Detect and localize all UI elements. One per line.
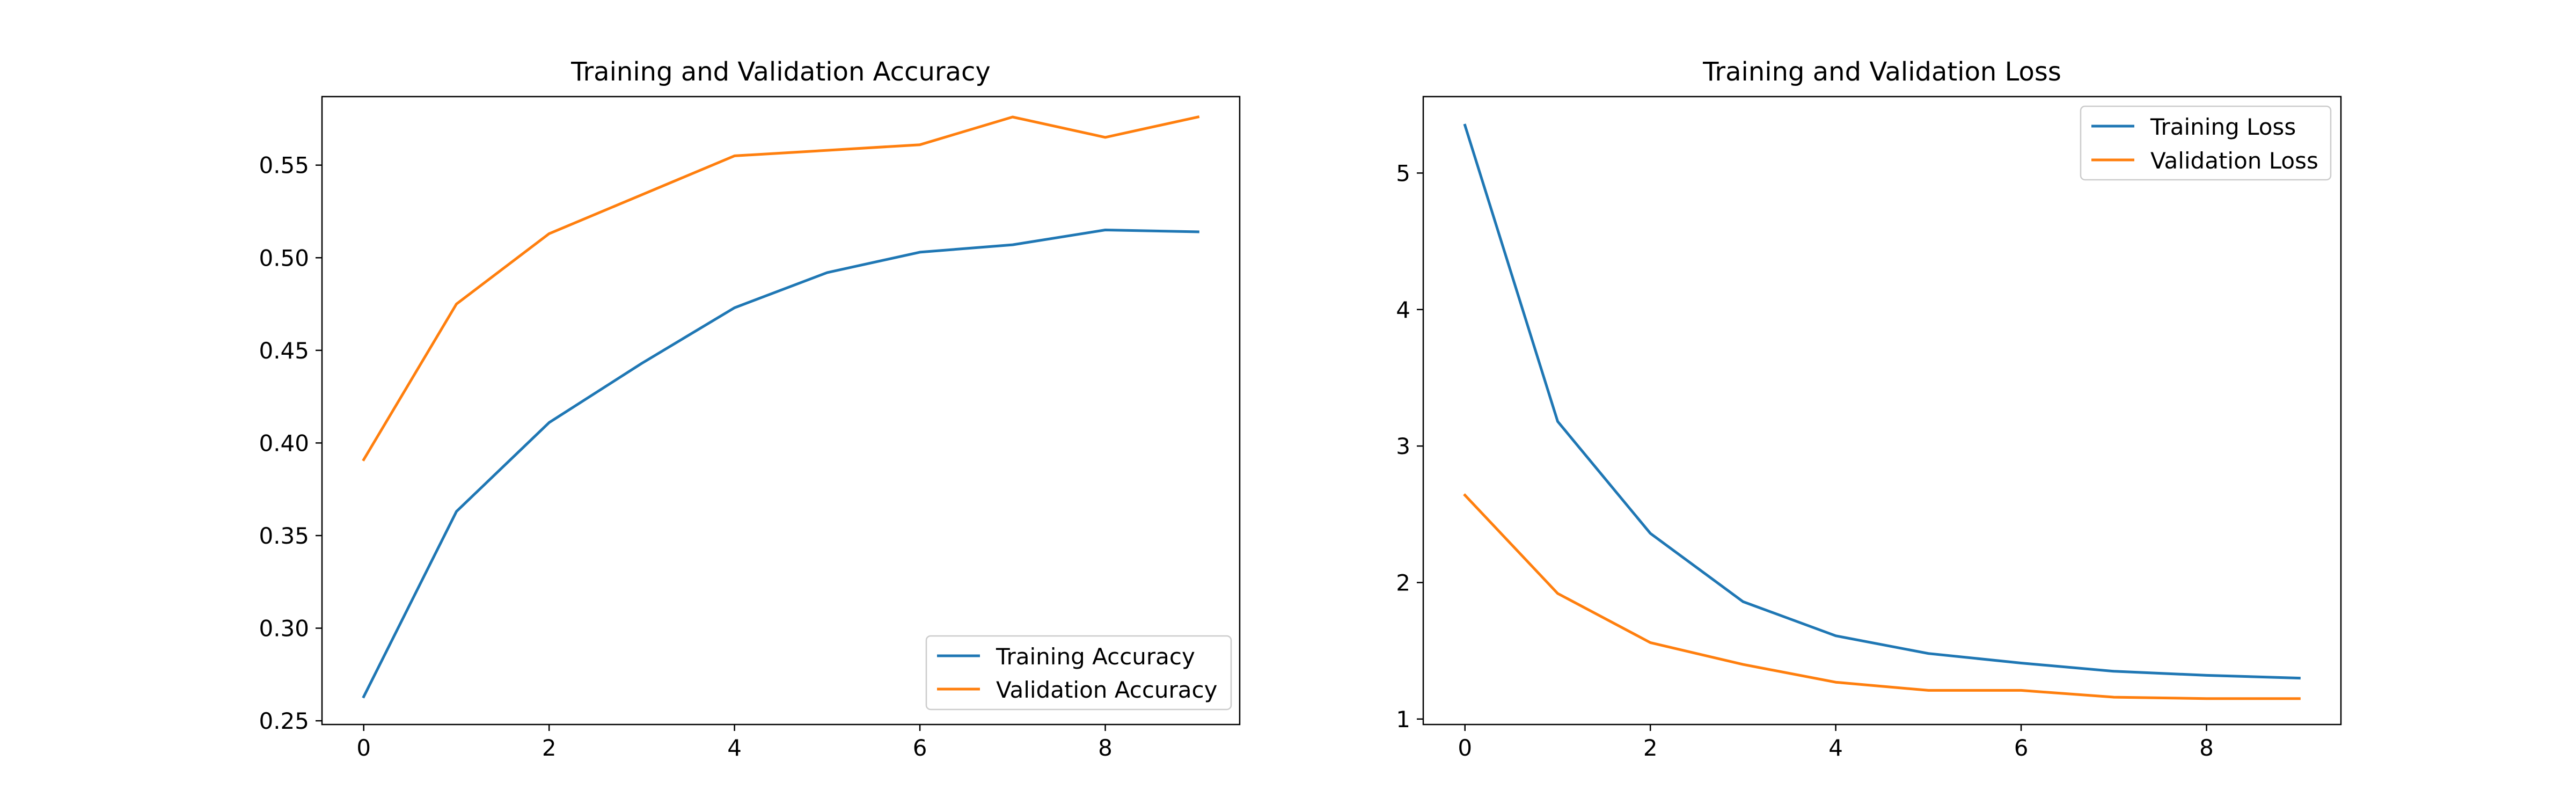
loss-chart-y-tick-label: 4 (1396, 297, 1410, 323)
accuracy-chart-y-tick-label: 0.55 (259, 152, 309, 179)
accuracy-chart: 0 2 4 6 8 0.25 0.30 0.35 0.40 0.45 0.50 0.55 Train… (259, 57, 1241, 761)
loss-chart-legend-box (2080, 105, 2332, 181)
accuracy-chart-x-tick-label: 8 (1098, 735, 1113, 761)
loss-chart-title: Training and Validation Loss (1702, 57, 2061, 87)
accuracy-chart-x-ticks: 0 2 4 6 8 (356, 724, 1113, 761)
accuracy-chart-x-tick-label: 6 (913, 735, 927, 761)
loss-chart-y-tick-label: 1 (1396, 706, 1410, 733)
accuracy-chart-y-tick-label: 0.50 (259, 245, 309, 271)
loss-chart-x-tick-label: 8 (2199, 735, 2214, 761)
loss-chart: 0 2 4 6 8 1 2 3 4 5 Training and Validation Loss… (1396, 57, 2342, 761)
accuracy-chart-y-ticks: 0.25 0.30 0.35 0.40 0.45 0.50 0.55 (259, 152, 322, 734)
loss-chart-x-ticks: 0 2 4 6 8 (1458, 724, 2214, 761)
loss-chart-axes-frame (1422, 96, 2342, 726)
accuracy-chart-legend: Training Accuracy Validation Accuracy (925, 635, 1232, 711)
loss-chart-y-tick-label: 2 (1396, 569, 1410, 596)
accuracy-chart-y-tick-label: 0.30 (259, 616, 309, 642)
accuracy-chart-y-tick-label: 0.35 (259, 523, 309, 549)
accuracy-chart-y-tick-label: 0.25 (259, 708, 309, 734)
loss-chart-series (1463, 123, 2301, 700)
accuracy-chart-x-tick-label: 0 (356, 735, 371, 761)
loss-chart-y-tick-label: 3 (1396, 433, 1410, 459)
loss-chart-y-ticks: 1 2 3 4 5 (1396, 160, 1423, 733)
accuracy-chart-legend-label-validation: Validation Accuracy (996, 677, 1218, 703)
loss-chart-line-validation (1463, 493, 2301, 700)
loss-chart-x-tick-label: 2 (1643, 735, 1658, 761)
loss-chart-x-tick-label: 0 (1458, 735, 1472, 761)
accuracy-chart-line-validation (362, 115, 1200, 462)
loss-chart-legend-label-validation: Validation Loss (2150, 148, 2318, 174)
accuracy-chart-series (362, 115, 1200, 699)
loss-chart-line-training (1463, 123, 2301, 680)
accuracy-chart-axes-frame (321, 96, 1241, 726)
accuracy-chart-legend-box (925, 635, 1232, 711)
accuracy-chart-y-tick-label: 0.45 (259, 338, 309, 364)
accuracy-chart-y-tick-label: 0.40 (259, 430, 309, 456)
accuracy-chart-title: Training and Validation Accuracy (570, 57, 991, 87)
loss-chart-legend-label-training: Training Loss (2150, 114, 2296, 140)
accuracy-chart-line-training (362, 229, 1199, 699)
accuracy-chart-x-tick-label: 4 (727, 735, 742, 761)
loss-chart-x-tick-label: 4 (1828, 735, 1843, 761)
loss-chart-x-tick-label: 6 (2014, 735, 2029, 761)
loss-chart-y-tick-label: 5 (1396, 160, 1410, 186)
accuracy-chart-legend-label-training: Training Accuracy (996, 643, 1195, 670)
loss-chart-legend: Training Loss Validation Loss (2080, 105, 2332, 181)
accuracy-chart-x-tick-label: 2 (542, 735, 557, 761)
